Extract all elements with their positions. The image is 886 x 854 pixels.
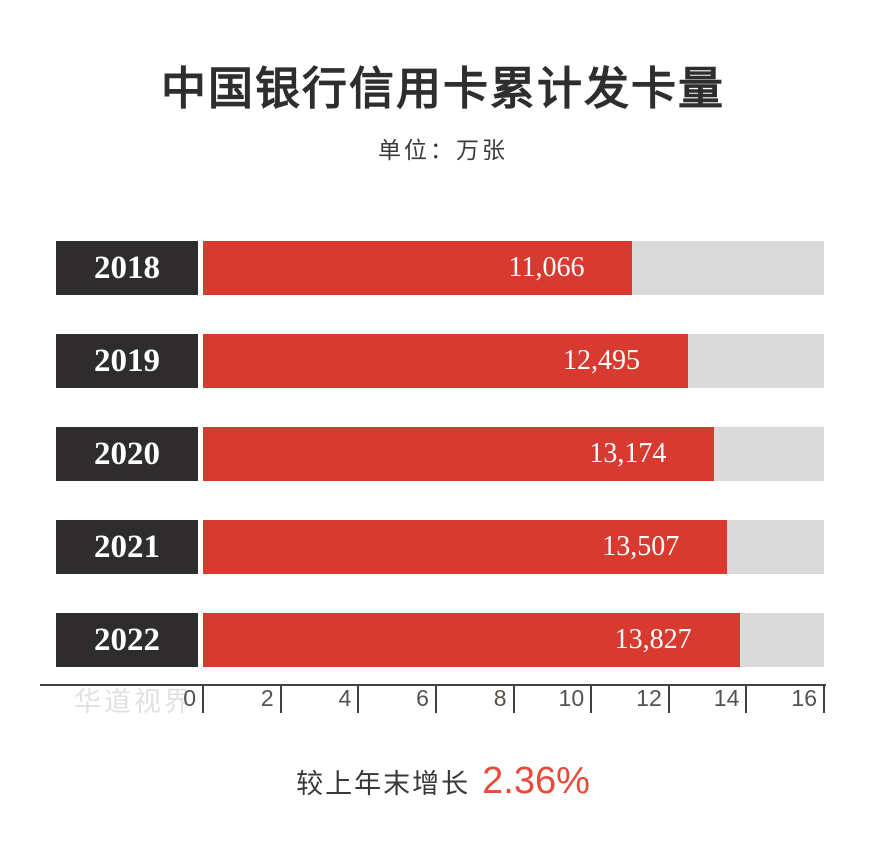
tick-label: 4 [338, 685, 352, 711]
tick-label: 6 [416, 685, 429, 711]
tick-label: 0 [183, 685, 196, 711]
bar-track: 13,507 [203, 520, 824, 574]
tick-mark [745, 684, 748, 713]
bar-row: 2019 12,495 [56, 334, 824, 388]
year-label: 2019 [56, 334, 198, 388]
bar-value-label: 13,174 [589, 438, 667, 469]
bar-row: 2021 13,507 [56, 520, 824, 574]
bar: 12,495 [203, 334, 688, 388]
bar-row: 2020 13,174 [56, 427, 824, 481]
bar-value-label: 13,827 [614, 624, 692, 655]
x-axis-ticks: 0 2 4 6 8 10 12 14 16 [183, 684, 825, 714]
tick-mark [667, 684, 670, 713]
year-label: 2022 [56, 613, 198, 667]
year-label: 2018 [56, 241, 198, 295]
tick-label: 10 [558, 685, 585, 711]
growth-value: 2.36% [482, 760, 590, 802]
tick-label: 14 [713, 685, 740, 711]
tick-mark [279, 684, 282, 713]
tick-mark [434, 684, 437, 713]
bar: 13,174 [203, 427, 715, 481]
growth-note: 较上年末增长 2.36% [0, 760, 886, 803]
bar-track: 13,174 [203, 427, 824, 481]
year-label: 2020 [56, 427, 198, 481]
growth-label: 较上年末增长 [296, 769, 471, 799]
tick-mark [512, 684, 515, 713]
bar: 11,066 [203, 241, 633, 295]
bar-row: 2018 11,066 [56, 241, 824, 295]
tick-label: 12 [636, 685, 662, 711]
tick-mark [590, 684, 593, 713]
bar-row: 2022 13,827 [56, 613, 824, 667]
bar-value-label: 12,495 [562, 345, 640, 376]
bar: 13,827 [203, 613, 740, 667]
x-axis-line [40, 684, 826, 686]
bar-track: 12,495 [203, 334, 824, 388]
tick-mark [357, 684, 360, 713]
tick-mark [823, 684, 825, 713]
bar: 13,507 [203, 520, 728, 574]
chart-unit-subtitle: 单位：万张 [378, 137, 508, 163]
tick-label: 8 [493, 685, 507, 711]
tick-label: 2 [260, 685, 274, 711]
chart-title: 中国银行信用卡累计发卡量 [160, 63, 725, 114]
tick-label: 16 [791, 685, 817, 711]
tick-mark [202, 684, 204, 713]
bar-track: 11,066 [203, 241, 824, 295]
watermark-text: 华道视界 [74, 687, 194, 717]
year-label: 2021 [56, 520, 198, 574]
bar-rows-container: 2018 11,066 2019 12,495 2020 13,174 2021 13,507… [56, 241, 824, 706]
bar-value-label: 11,066 [508, 252, 585, 283]
bar-value-label: 13,507 [602, 531, 680, 562]
bar-track: 13,827 [203, 613, 824, 667]
